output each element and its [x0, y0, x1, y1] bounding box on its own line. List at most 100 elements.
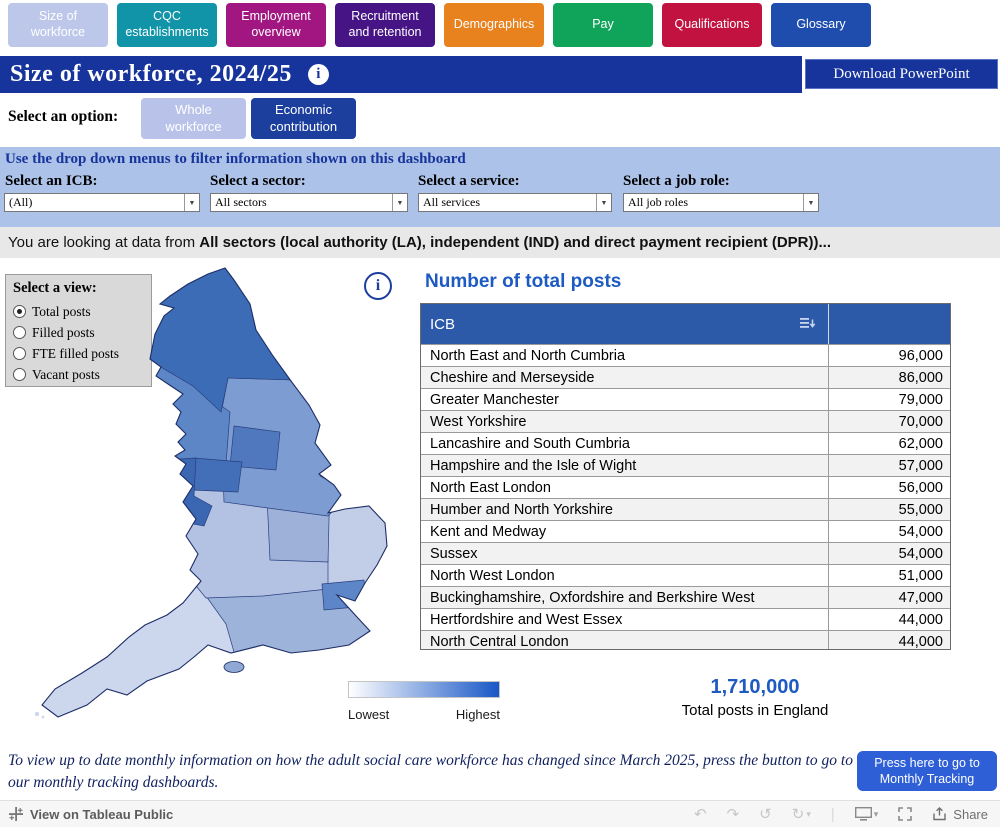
table-row[interactable]: Humber and North Yorkshire 55,000	[421, 498, 950, 520]
table-row[interactable]: North East and North Cumbria 96,000	[421, 344, 950, 366]
share-label: Share	[953, 806, 988, 822]
share-button[interactable]: Share	[932, 807, 988, 822]
service-dropdown[interactable]: All services ▼	[418, 193, 612, 212]
tab-qualifications[interactable]: Qualifications	[662, 3, 762, 47]
tab-label: Qualifications	[674, 17, 750, 32]
icb-name-cell: Sussex	[421, 543, 829, 564]
icb-name-cell: North Central London	[421, 631, 829, 649]
dropdown-value: All services	[423, 195, 480, 209]
fullscreen-icon[interactable]	[898, 807, 913, 821]
refresh-glyph: ↻	[791, 805, 805, 823]
radio-icon	[13, 305, 26, 318]
tab-label: CQC establishments	[125, 9, 209, 39]
radio-option[interactable]: Filled posts	[13, 322, 151, 343]
tab-employment-overview[interactable]: Employment overview	[226, 3, 326, 47]
icb-value-cell: 79,000	[898, 391, 943, 408]
total-label: Total posts in England	[681, 702, 829, 719]
tab-label: Pay	[592, 17, 614, 32]
icb-value-cell: 44,000	[898, 611, 943, 628]
tab-pay[interactable]: Pay	[553, 3, 653, 47]
table-row[interactable]: Kent and Medway 54,000	[421, 520, 950, 542]
tableau-logo-icon	[9, 807, 23, 821]
icb-value-cell: 54,000	[898, 523, 943, 540]
refresh-icon[interactable]: ↻ ▾	[792, 807, 811, 822]
table-row[interactable]: North East London 56,000	[421, 476, 950, 498]
economic-contribution-button[interactable]: Economic contribution	[251, 98, 356, 139]
table-header-row: ICB	[421, 304, 950, 344]
whole-workforce-button[interactable]: Whole workforce	[141, 98, 246, 139]
total-value: 1,710,000	[710, 676, 800, 698]
icb-name-cell: Lancashire and South Cumbria	[421, 433, 829, 454]
redo-icon[interactable]: ↷	[726, 805, 740, 823]
map-info-icon[interactable]: i	[364, 272, 392, 300]
radio-icon	[13, 368, 26, 381]
table-row[interactable]: Buckinghamshire, Oxfordshire and Berkshi…	[421, 586, 950, 608]
radio-option[interactable]: Total posts	[13, 301, 151, 322]
icb-dropdown[interactable]: (All) ▼	[4, 193, 200, 212]
table-title: Number of total posts	[425, 271, 622, 292]
table-row[interactable]: North West London 51,000	[421, 564, 950, 586]
display-options-icon[interactable]: ▾	[854, 807, 878, 821]
view-on-tableau-link[interactable]: View on Tableau Public	[30, 806, 174, 822]
radio-label: Total posts	[32, 303, 91, 319]
map-region-greater-manchester[interactable]	[191, 457, 243, 493]
icb-value-cell: 62,000	[898, 435, 943, 452]
status-bar: You are looking at data from All sectors…	[0, 227, 1000, 258]
chevron-down-icon: ▼	[392, 194, 407, 211]
view-selector-panel: Select a view: Total posts Filled posts …	[5, 274, 152, 387]
icb-name-cell: Hertfordshire and West Essex	[421, 609, 829, 630]
radio-option[interactable]: FTE filled posts	[13, 343, 151, 364]
icb-name-cell: North West London	[421, 565, 829, 586]
map-outline	[41, 267, 388, 718]
tab-demographics[interactable]: Demographics	[444, 3, 544, 47]
tab-glossary[interactable]: Glossary	[771, 3, 871, 47]
download-powerpoint-button[interactable]: Download PowerPoint	[805, 59, 998, 89]
table-row[interactable]: North Central London 44,000	[421, 630, 950, 649]
radio-label: Filled posts	[32, 324, 95, 340]
button-label: Whole workforce	[165, 101, 222, 134]
radio-option[interactable]: Vacant posts	[13, 364, 151, 385]
table-row[interactable]: Cheshire and Merseyside 86,000	[421, 366, 950, 388]
icb-name-cell: North East and North Cumbria	[421, 345, 829, 366]
radio-icon	[13, 347, 26, 360]
sort-icon[interactable]	[800, 317, 816, 330]
status-text: You are looking at data from	[8, 234, 200, 251]
icb-value-cell: 96,000	[898, 347, 943, 364]
icb-table: ICB North East and North Cumbria 96,000 C…	[420, 303, 951, 650]
dropdown-value: (All)	[9, 195, 33, 209]
map-region-isle-of-wight[interactable]	[223, 661, 245, 673]
job-role-dropdown[interactable]: All job roles ▼	[623, 193, 819, 212]
monthly-tracking-button[interactable]: Press here to go to Monthly Tracking	[857, 751, 997, 791]
icb-column-header[interactable]: ICB	[421, 304, 829, 344]
icb-value-cell: 70,000	[898, 413, 943, 430]
sector-dropdown[interactable]: All sectors ▼	[210, 193, 408, 212]
icb-header-label: ICB	[430, 315, 456, 333]
tab-recruitment-retention[interactable]: Recruitment and retention	[335, 3, 435, 47]
undo-icon[interactable]: ↶	[694, 805, 707, 823]
map-region-west-yorkshire[interactable]	[229, 425, 281, 471]
share-icon	[933, 807, 946, 821]
map-isles-of-scilly	[41, 715, 45, 719]
toolbar-separator: |	[830, 805, 835, 823]
table-row[interactable]: West Yorkshire 70,000	[421, 410, 950, 432]
tab-size-of-workforce[interactable]: Size of workforce	[8, 3, 108, 47]
tableau-toolbar: View on Tableau Public ↶ ↷ ↺ ↻ ▾ | ▾ Shar…	[0, 800, 1000, 827]
table-row[interactable]: Hertfordshire and West Essex 44,000	[421, 608, 950, 630]
map-region-london[interactable]	[321, 579, 367, 611]
icb-value-cell: 51,000	[898, 567, 943, 584]
table-row[interactable]: Hampshire and the Isle of Wight 57,000	[421, 454, 950, 476]
chevron-down-icon: ▼	[803, 194, 818, 211]
info-icon[interactable]: i	[307, 64, 329, 85]
table-row[interactable]: Lancashire and South Cumbria 62,000	[421, 432, 950, 454]
icb-filter-label: Select an ICB:	[5, 173, 98, 189]
table-row[interactable]: Sussex 54,000	[421, 542, 950, 564]
replay-icon[interactable]: ↺	[759, 805, 772, 823]
table-row[interactable]: Greater Manchester 79,000	[421, 388, 950, 410]
tab-label: Employment overview	[241, 9, 311, 39]
legend-high-label: Highest	[455, 707, 500, 722]
filter-panel: Use the drop down menus to filter inform…	[0, 147, 1000, 227]
tab-cqc-establishments[interactable]: CQC establishments	[117, 3, 217, 47]
england-map[interactable]	[28, 264, 393, 724]
tab-label: Glossary	[796, 17, 846, 32]
icb-value-cell: 54,000	[898, 545, 943, 562]
